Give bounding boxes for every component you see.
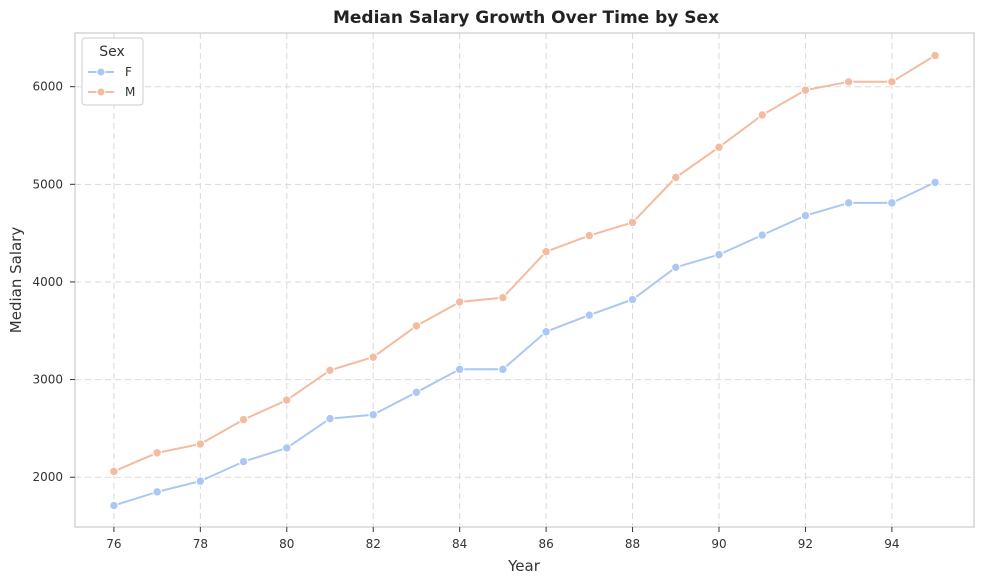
data-point-f xyxy=(671,262,681,273)
data-point-m xyxy=(109,466,119,477)
series-m xyxy=(109,50,940,477)
data-point-m xyxy=(368,352,378,362)
axis-ticks: 76 78 80 82 84 86 88 90 92 94 2000 3000 4000 5000 6000 xyxy=(32,80,899,551)
data-point-f xyxy=(152,487,162,497)
x-tick-label: 82 xyxy=(366,537,381,551)
data-point-f xyxy=(541,327,551,337)
y-tick-label: 6000 xyxy=(32,80,63,94)
data-point-f xyxy=(238,456,249,467)
x-tick-label: 76 xyxy=(106,537,121,551)
grid xyxy=(75,33,974,527)
data-point-m xyxy=(541,246,551,257)
data-point-m xyxy=(671,172,681,183)
chart-title: Median Salary Growth Over Time by Sex xyxy=(333,8,719,28)
legend-item-f: F xyxy=(88,65,132,79)
data-point-f xyxy=(843,198,854,208)
y-tick-label: 4000 xyxy=(32,275,63,289)
data-point-f xyxy=(757,230,767,240)
legend: Sex FM xyxy=(81,37,144,106)
data-point-m xyxy=(282,395,292,405)
data-point-f xyxy=(109,500,119,511)
series xyxy=(109,50,940,511)
data-point-m xyxy=(195,439,206,449)
data-point-f xyxy=(368,410,378,420)
legend-label: F xyxy=(125,65,132,79)
data-point-f xyxy=(195,476,206,486)
data-point-m xyxy=(714,142,724,152)
y-tick-label: 2000 xyxy=(32,470,63,484)
data-point-m xyxy=(843,77,854,87)
y-tick-label: 3000 xyxy=(32,373,63,387)
data-point-m xyxy=(454,297,465,307)
data-point-m xyxy=(238,414,249,425)
x-tick-label: 92 xyxy=(798,537,813,551)
legend-label: M xyxy=(125,85,135,99)
data-point-f xyxy=(887,198,897,208)
data-point-m xyxy=(498,292,508,303)
data-point-f xyxy=(714,249,724,260)
legend-items: FM xyxy=(88,65,135,99)
data-point-m xyxy=(584,230,595,241)
data-point-m xyxy=(757,110,767,120)
series-line-f xyxy=(113,181,936,507)
data-point-f xyxy=(584,310,595,320)
data-point-m xyxy=(930,50,940,61)
data-point-f xyxy=(282,443,292,453)
data-point-f xyxy=(930,177,940,188)
data-point-m xyxy=(411,321,422,331)
x-tick-label: 94 xyxy=(884,537,899,551)
data-point-m xyxy=(887,77,897,87)
x-tick-label: 80 xyxy=(279,537,294,551)
x-tick-label: 90 xyxy=(711,537,726,551)
data-point-f xyxy=(411,387,422,397)
plot-frame xyxy=(74,32,975,528)
x-axis-label: Year xyxy=(507,557,541,575)
legend-title: Sex xyxy=(99,44,125,60)
data-point-m xyxy=(800,85,811,95)
x-tick-label: 88 xyxy=(625,537,640,551)
data-point-f xyxy=(454,364,465,375)
series-line-m xyxy=(113,54,936,473)
data-point-f xyxy=(498,364,508,375)
x-tick-label: 78 xyxy=(193,537,208,551)
data-point-m xyxy=(152,448,162,458)
data-point-f xyxy=(800,210,811,221)
x-tick-label: 86 xyxy=(538,537,553,551)
y-axis-label: Median Salary xyxy=(7,227,25,334)
data-point-f xyxy=(325,413,335,424)
data-point-m xyxy=(627,217,638,228)
series-f xyxy=(109,177,940,511)
y-tick-label: 5000 xyxy=(32,177,63,191)
data-point-m xyxy=(325,365,335,376)
legend-marker xyxy=(96,87,106,97)
x-tick-label: 84 xyxy=(452,537,467,551)
legend-marker xyxy=(96,67,106,77)
data-point-f xyxy=(627,294,638,305)
legend-item-m: M xyxy=(88,85,135,99)
